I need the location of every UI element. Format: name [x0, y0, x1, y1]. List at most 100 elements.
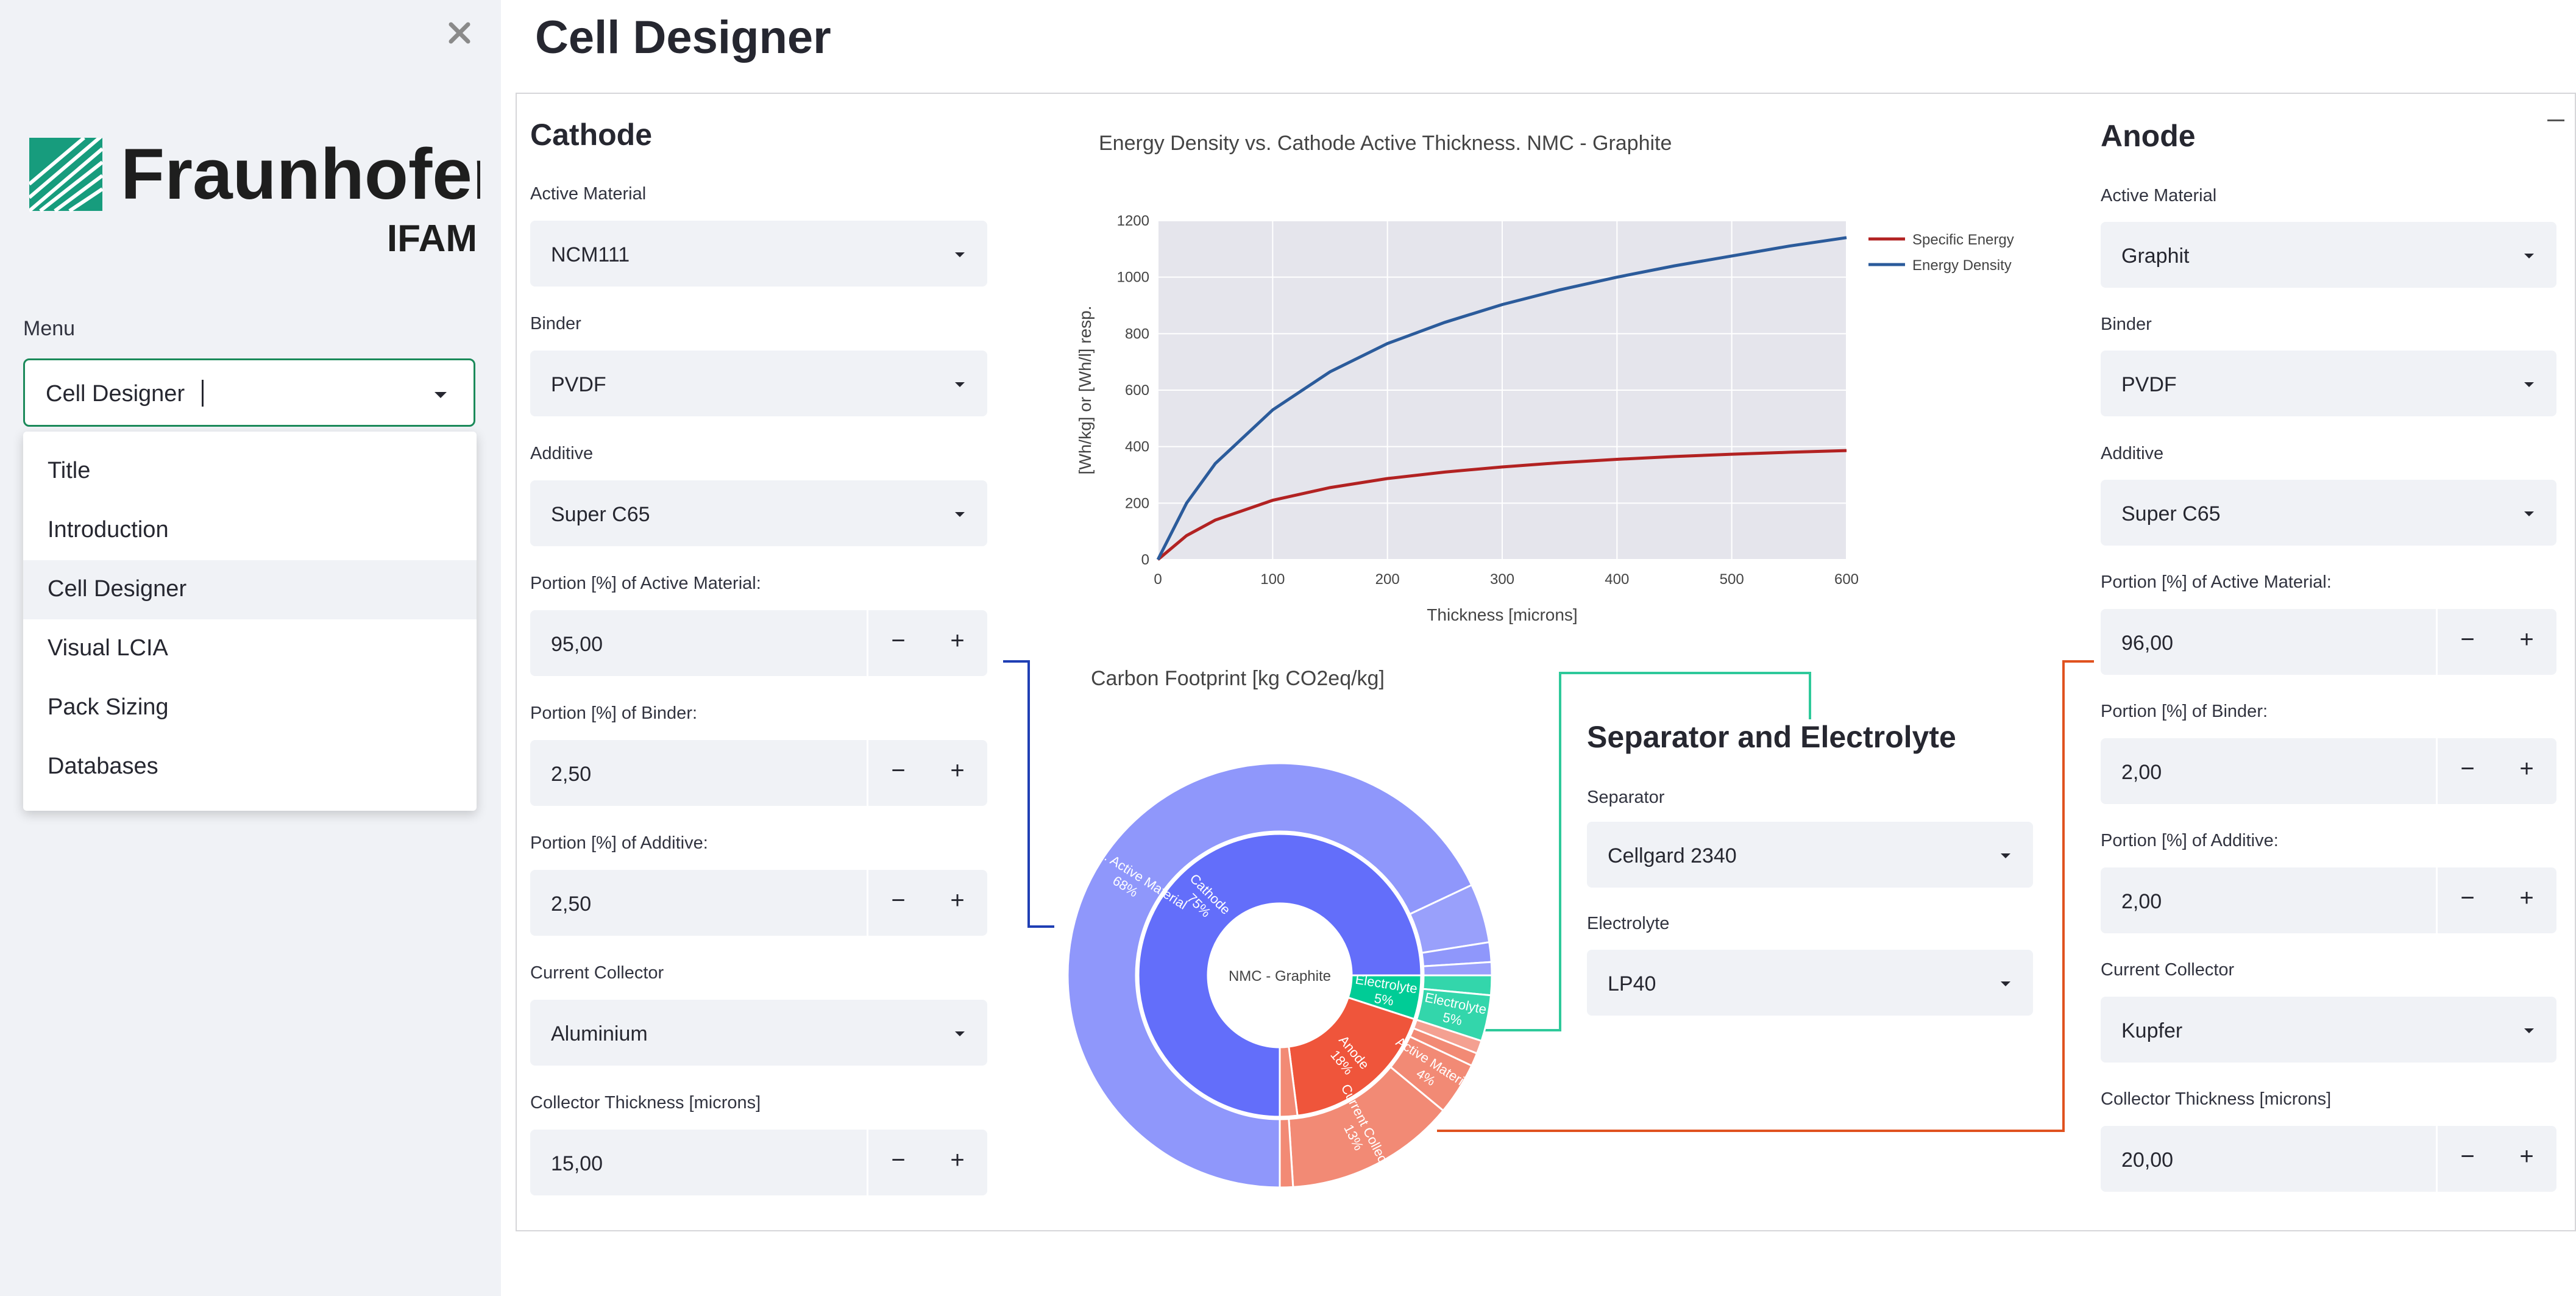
increment-button[interactable]: +	[950, 887, 965, 914]
separator-connector-line	[1485, 672, 1811, 1031]
separator-title: Separator and Electrolyte	[1587, 720, 1956, 754]
brand-name: Fraunhofer	[121, 138, 480, 215]
menu-dropdown-list: Title Introduction Cell Designer Visual …	[23, 432, 477, 811]
menu-label: Menu	[23, 317, 76, 340]
close-sidebar-icon[interactable]	[442, 16, 477, 50]
decrement-button[interactable]: −	[891, 1147, 906, 1173]
electrolyte-label: Electrolyte	[1587, 914, 1670, 933]
decrement-button[interactable]: −	[891, 627, 906, 654]
anode-connector-line	[1437, 660, 2094, 1132]
cathode-portion-binder-label: Portion [%] of Binder:	[530, 703, 698, 723]
anode-portion-binder-label: Portion [%] of Binder:	[2101, 702, 2268, 721]
decrement-button[interactable]: −	[2460, 755, 2475, 782]
sidebar: Fraunhofer IFAM Menu Cell Designer Title…	[0, 0, 501, 1296]
cathode-binder-select[interactable]: PVDF	[530, 351, 987, 416]
decrement-button[interactable]: −	[2460, 626, 2475, 653]
chevron-down-icon[interactable]	[433, 391, 448, 402]
segment-percent: 5%	[1373, 991, 1394, 1009]
decrement-button[interactable]: −	[2460, 1143, 2475, 1170]
minimize-icon[interactable]	[2547, 119, 2564, 121]
anode-collector-label: Current Collector	[2101, 960, 2235, 980]
anode-thickness-label: Collector Thickness [microns]	[2101, 1089, 2332, 1109]
cathode-collector-label: Current Collector	[530, 963, 664, 983]
electrolyte-select[interactable]: LP40	[1587, 950, 2033, 1016]
menu-select-value[interactable]: Cell Designer	[46, 381, 185, 407]
cathode-portion-binder-input[interactable]: 2,50 − +	[530, 740, 987, 806]
cathode-additive-select[interactable]: Super C65	[530, 480, 987, 546]
increment-button[interactable]: +	[950, 627, 965, 654]
energy-density-chart: 0 100 200 300 400 500 600 0 200 400 600 800 1000 1200…	[1076, 213, 2014, 624]
text-cursor	[202, 380, 204, 407]
anode-portion-additive-input[interactable]: 2,00 − +	[2101, 867, 2556, 933]
increment-button[interactable]: +	[2519, 626, 2534, 653]
cathode-connector-line	[1003, 660, 1054, 928]
series-line-0	[1157, 449, 1847, 561]
y-tick-label: 800	[1125, 326, 1149, 342]
chevron-down-icon[interactable]	[954, 380, 965, 391]
menu-item-pack-sizing[interactable]: Pack Sizing	[48, 694, 169, 720]
anode-collector-select[interactable]: Kupfer	[2101, 997, 2556, 1063]
increment-button[interactable]: +	[950, 757, 965, 784]
cathode-portion-additive-input[interactable]: 2,50 − +	[530, 870, 987, 936]
x-tick-label: 0	[1154, 571, 1162, 588]
x-tick-label: 300	[1490, 571, 1514, 588]
y-axis-label: [Wh/kg] or [Wh/l] resp.	[1076, 306, 1095, 475]
anode-active-material-label: Active Material	[2101, 186, 2217, 205]
anode-portion-additive-label: Portion [%] of Additive:	[2101, 831, 2279, 850]
y-tick-label: 1000	[1117, 269, 1149, 286]
chevron-down-icon[interactable]	[2524, 251, 2535, 262]
anode-portion-active-input[interactable]: 96,00 − +	[2101, 609, 2556, 675]
menu-item-introduction[interactable]: Introduction	[48, 517, 169, 543]
menu-item-title[interactable]: Title	[48, 458, 91, 483]
cathode-portion-additive-label: Portion [%] of Additive:	[530, 833, 708, 853]
cathode-active-material-label: Active Material	[530, 184, 647, 204]
sunburst-segment	[1137, 833, 1422, 1118]
cathode-portion-active-label: Portion [%] of Active Material:	[530, 574, 761, 593]
x-tick-label: 600	[1834, 571, 1859, 588]
increment-button[interactable]: +	[2519, 755, 2534, 782]
sunburst-segment	[1066, 762, 1473, 1189]
y-tick-label: 600	[1125, 382, 1149, 399]
chevron-down-icon[interactable]	[954, 510, 965, 521]
separator-label: Separator	[1587, 788, 1665, 807]
menu-item-cell-designer[interactable]: Cell Designer	[23, 560, 477, 619]
cathode-thickness-input[interactable]: 15,00 − +	[530, 1130, 987, 1195]
menu-select[interactable]: Cell Designer	[23, 358, 475, 427]
chevron-down-icon[interactable]	[2524, 1026, 2535, 1037]
chevron-down-icon[interactable]	[954, 1029, 965, 1040]
menu-item-visual-lcia[interactable]: Visual LCIA	[48, 635, 168, 661]
chevron-down-icon[interactable]	[2000, 979, 2011, 990]
increment-button[interactable]: +	[2519, 1143, 2534, 1170]
chevron-down-icon[interactable]	[2524, 380, 2535, 391]
page-title: Cell Designer	[535, 12, 831, 63]
menu-item-databases[interactable]: Databases	[48, 753, 158, 779]
anode-additive-select[interactable]: Super C65	[2101, 480, 2556, 546]
cathode-thickness-label: Collector Thickness [microns]	[530, 1093, 761, 1113]
increment-button[interactable]: +	[2519, 885, 2534, 911]
cathode-collector-select[interactable]: Aluminium	[530, 1000, 987, 1066]
separator-select[interactable]: Cellgard 2340	[1587, 822, 2033, 888]
anode-binder-select[interactable]: PVDF	[2101, 351, 2556, 416]
sunburst-center	[1210, 906, 1349, 1045]
cathode-portion-active-input[interactable]: 95,00 − +	[530, 610, 987, 676]
increment-button[interactable]: +	[950, 1147, 965, 1173]
chevron-down-icon[interactable]	[954, 250, 965, 261]
anode-portion-binder-input[interactable]: 2,00 − +	[2101, 738, 2556, 804]
y-tick-label: 200	[1125, 495, 1149, 511]
cathode-active-material-select[interactable]: NCM111	[530, 221, 987, 287]
decrement-button[interactable]: −	[891, 887, 906, 914]
anode-thickness-input[interactable]: 20,00 − +	[2101, 1126, 2556, 1192]
anode-additive-label: Additive	[2101, 444, 2164, 463]
cathode-additive-label: Additive	[530, 444, 594, 463]
x-tick-label: 200	[1375, 571, 1400, 588]
anode-active-material-select[interactable]: Graphit	[2101, 222, 2556, 288]
decrement-button[interactable]: −	[2460, 885, 2475, 911]
decrement-button[interactable]: −	[891, 757, 906, 784]
x-tick-label: 500	[1720, 571, 1744, 588]
brand-unit: IFAM	[387, 218, 477, 260]
legend-label: Energy Density	[1912, 257, 2012, 274]
chevron-down-icon[interactable]	[2000, 851, 2011, 862]
chevron-down-icon[interactable]	[2524, 509, 2535, 520]
anode-binder-label: Binder	[2101, 315, 2152, 334]
